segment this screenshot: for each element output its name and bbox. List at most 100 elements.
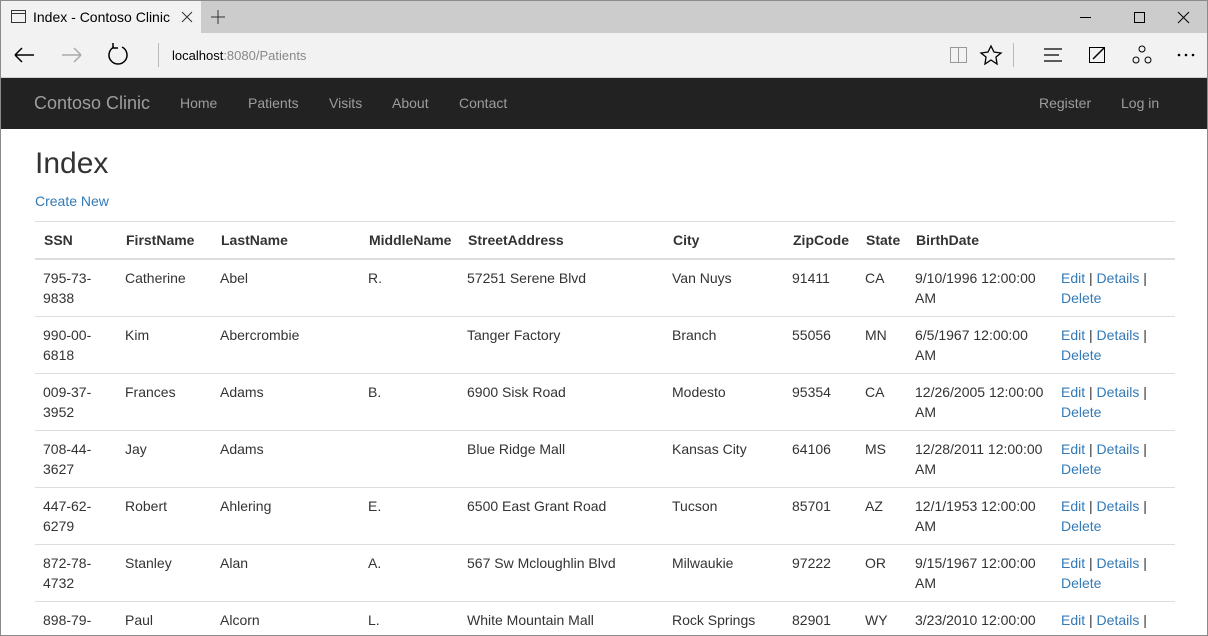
table-cell: Milwaukie	[664, 545, 784, 602]
nav-link[interactable]: Home	[180, 95, 217, 111]
action-link[interactable]: Details	[1097, 612, 1140, 628]
action-link[interactable]: Edit	[1061, 441, 1085, 457]
toolbar-icons[interactable]	[941, 33, 1201, 77]
table-cell: Abercrombie	[212, 317, 360, 374]
table-cell: Rock Springs	[664, 602, 784, 636]
table-cell: Robert	[117, 488, 212, 545]
action-link[interactable]: Details	[1097, 498, 1140, 514]
table-cell: 567 Sw Mcloughlin Blvd	[459, 545, 664, 602]
window-controls[interactable]	[1077, 9, 1207, 25]
nav-link[interactable]: About	[392, 95, 429, 111]
table-row: 898-79-PaulAlcornL.White Mountain MallRo…	[35, 602, 1175, 636]
action-link[interactable]: Delete	[1061, 461, 1101, 477]
navbar: Contoso Clinic Home Patients Visits About Con…	[1, 78, 1207, 129]
tab-close[interactable]	[181, 11, 193, 23]
nav-link[interactable]: Contact	[459, 95, 507, 111]
action-link[interactable]: Details	[1097, 270, 1140, 286]
actions-cell: Edit | Details | Delete	[1053, 602, 1175, 636]
new-tab[interactable]	[210, 9, 226, 25]
action-link[interactable]: Edit	[1061, 327, 1085, 343]
column-header: FirstName	[117, 222, 212, 260]
separator: |	[1089, 270, 1093, 286]
nav-link[interactable]: Log in	[1121, 95, 1159, 111]
table-cell: Kansas City	[664, 431, 784, 488]
header-row: SSNFirstNameLastNameMiddleNameStreetAddr…	[35, 222, 1175, 260]
separator: |	[1143, 441, 1147, 457]
action-link[interactable]: Details	[1097, 555, 1140, 571]
table-cell: White Mountain Mall	[459, 602, 664, 636]
nav-link[interactable]: Register	[1039, 95, 1091, 111]
action-link[interactable]: Edit	[1061, 498, 1085, 514]
brand[interactable]: Contoso Clinic	[34, 93, 150, 114]
action-link[interactable]: Delete	[1061, 518, 1101, 534]
table-cell: R.	[360, 259, 459, 317]
table-cell: Alcorn	[212, 602, 360, 636]
separator: |	[1089, 441, 1093, 457]
table-cell: 009-37-3952	[35, 374, 117, 431]
action-link[interactable]: Delete	[1061, 290, 1101, 306]
action-link[interactable]: Details	[1097, 441, 1140, 457]
create-new-link[interactable]: Create New	[35, 193, 109, 209]
action-link[interactable]: Edit	[1061, 612, 1085, 628]
table-cell: 898-79-	[35, 602, 117, 636]
action-link[interactable]: Details	[1097, 327, 1140, 343]
nav-link[interactable]: Visits	[329, 95, 362, 111]
action-link[interactable]: Delete	[1061, 347, 1101, 363]
table-cell: L.	[360, 602, 459, 636]
action-link[interactable]: Delete	[1061, 575, 1101, 591]
table-cell	[360, 431, 459, 488]
column-header: City	[664, 222, 784, 260]
table-cell: 12/1/1953 12:00:00 AM	[907, 488, 1053, 545]
table-cell: 55056	[784, 317, 857, 374]
separator: |	[1143, 384, 1147, 400]
action-link[interactable]: Details	[1097, 384, 1140, 400]
nav-link[interactable]: Patients	[248, 95, 299, 111]
separator: |	[1143, 327, 1147, 343]
table-cell: Van Nuys	[664, 259, 784, 317]
page-heading: Index	[35, 147, 108, 181]
tab[interactable]: Index - Contoso Clinic	[1, 1, 201, 33]
url[interactable]: localhost:8080/Patients	[172, 48, 306, 63]
table-cell: 64106	[784, 431, 857, 488]
table-cell: 85701	[784, 488, 857, 545]
separator: |	[1089, 498, 1093, 514]
separator: |	[1143, 270, 1147, 286]
table-cell: CA	[857, 374, 907, 431]
action-link[interactable]: Delete	[1061, 632, 1101, 636]
table-row: 447-62-6279RobertAhleringE.6500 East Gra…	[35, 488, 1175, 545]
table-cell: Paul	[117, 602, 212, 636]
table-cell: 990-00-6818	[35, 317, 117, 374]
action-link[interactable]: Delete	[1061, 404, 1101, 420]
table-cell: Kim	[117, 317, 212, 374]
table-cell: Abel	[212, 259, 360, 317]
table-row: 872-78-4732StanleyAlanA.567 Sw Mcloughli…	[35, 545, 1175, 602]
separator: |	[1143, 555, 1147, 571]
table-cell: 12/26/2005 12:00:00 AM	[907, 374, 1053, 431]
tab-title: Index - Contoso Clinic	[33, 9, 170, 25]
action-link[interactable]: Edit	[1061, 270, 1085, 286]
table-cell: 82901	[784, 602, 857, 636]
table-cell: Ahlering	[212, 488, 360, 545]
table-cell: B.	[360, 374, 459, 431]
table-cell: 447-62-6279	[35, 488, 117, 545]
table-cell: Branch	[664, 317, 784, 374]
column-header: SSN	[35, 222, 117, 260]
table-cell: A.	[360, 545, 459, 602]
action-link[interactable]: Edit	[1061, 555, 1085, 571]
table-cell: WY	[857, 602, 907, 636]
separator: |	[1089, 612, 1093, 628]
tab-bar: Index - Contoso Clinic	[1, 1, 1207, 33]
table-cell: E.	[360, 488, 459, 545]
table-cell: MS	[857, 431, 907, 488]
table-cell: Modesto	[664, 374, 784, 431]
table-cell: Tanger Factory	[459, 317, 664, 374]
action-link[interactable]: Edit	[1061, 384, 1085, 400]
separator: |	[1089, 384, 1093, 400]
table-cell: 9/10/1996 12:00:00 AM	[907, 259, 1053, 317]
column-header: StreetAddress	[459, 222, 664, 260]
table-cell: 97222	[784, 545, 857, 602]
table-cell: 708-44-3627	[35, 431, 117, 488]
column-header: MiddleName	[360, 222, 459, 260]
